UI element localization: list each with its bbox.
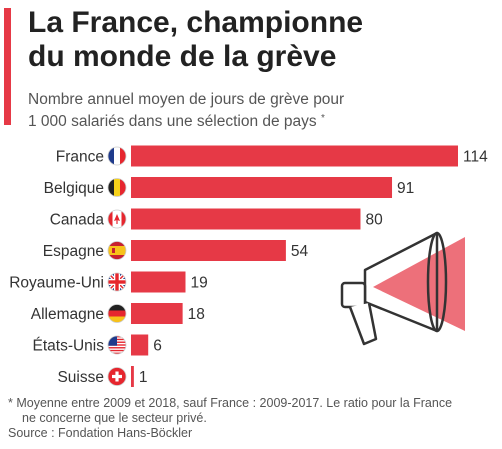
value-label-0: 114: [463, 149, 488, 166]
flag-germany-icon: [107, 304, 127, 323]
category-label-3: Espagne: [43, 243, 104, 260]
subtitle-line-1: Nombre annuel moyen de jours de grève po…: [28, 91, 345, 108]
bar-2: [131, 208, 361, 230]
value-label-7: 1: [139, 369, 148, 386]
bar-0: [131, 145, 458, 167]
value-label-5: 18: [188, 306, 205, 323]
flag-spain-icon: [107, 241, 127, 260]
megaphone-icon: [340, 231, 465, 346]
flag-belgium-icon: [107, 178, 127, 197]
value-label-2: 80: [365, 212, 383, 229]
value-label-4: 19: [191, 275, 208, 292]
category-label-6: États-Unis: [33, 338, 105, 355]
accent-bar: [4, 8, 11, 125]
flag-uk-icon: [107, 272, 127, 292]
flag-switzerland-icon: [107, 367, 127, 386]
flag-usa-icon: [107, 335, 127, 355]
bar-6: [131, 334, 149, 356]
value-label-6: 6: [153, 338, 162, 355]
value-label-1: 91: [397, 180, 414, 197]
value-label-3: 54: [291, 243, 309, 260]
subtitle-footnote-mark: *: [320, 113, 325, 124]
category-label-0: France: [56, 149, 104, 166]
category-label-5: Allemagne: [31, 306, 104, 323]
category-label-4: Royaume-Uni: [9, 275, 104, 292]
subtitle-line-2-text: 1 000 salariés dans une sélection de pay…: [28, 113, 317, 130]
bar-5: [131, 303, 183, 324]
bar-1: [131, 177, 393, 198]
source: Source : Fondation Hans-Böckler: [8, 426, 193, 440]
chart-subtitle: Nombre annuel moyen de jours de grève po…: [28, 90, 493, 131]
bar-7: [131, 366, 134, 387]
flag-canada-icon: [107, 209, 127, 229]
title-line-1: La France, championne: [28, 6, 364, 39]
title-line-2: du monde de la grève: [28, 40, 337, 73]
bar-4: [131, 271, 186, 293]
footnote-line-1: * Moyenne entre 2009 et 2018, sauf Franc…: [8, 396, 453, 410]
category-label-2: Canada: [50, 212, 105, 229]
page-title: La France, championne du monde de la grè…: [28, 6, 488, 74]
footnote-line-2: ne concerne que le secteur privé.: [22, 411, 207, 425]
flag-france-icon: [107, 146, 127, 166]
category-label-7: Suisse: [57, 369, 104, 386]
bar-3: [131, 240, 286, 261]
category-label-1: Belgique: [44, 180, 104, 197]
footnote: * Moyenne entre 2009 et 2018, sauf Franc…: [8, 396, 498, 441]
subtitle-line-2: 1 000 salariés dans une sélection de pay…: [28, 109, 493, 131]
